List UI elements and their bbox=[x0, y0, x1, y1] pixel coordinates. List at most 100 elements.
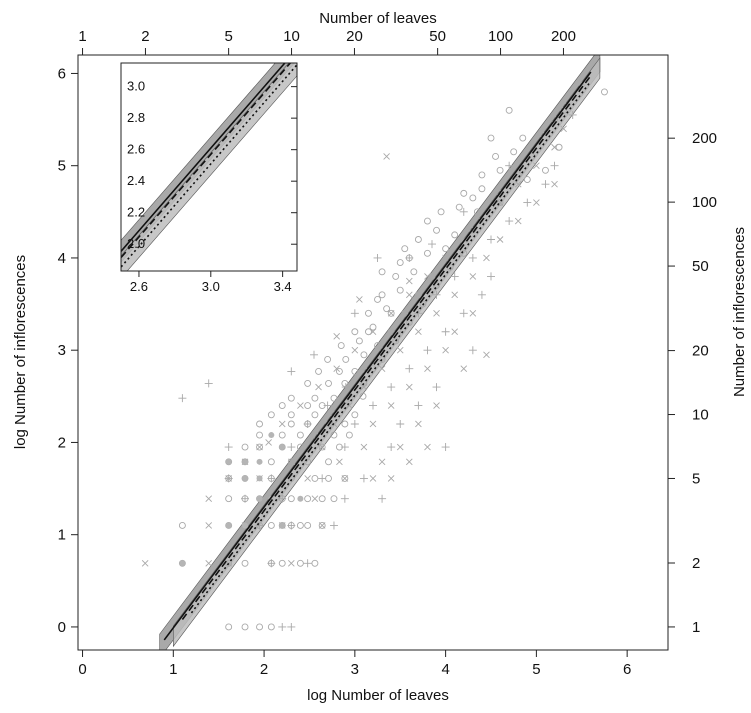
data-point-cross bbox=[141, 559, 149, 567]
inset-y-tick-label: 2.2 bbox=[127, 205, 145, 220]
data-point-circle bbox=[330, 394, 338, 402]
data-point-circle bbox=[324, 355, 332, 363]
data-point-filled bbox=[279, 522, 286, 529]
right-axis-label: Number of inflorescences bbox=[731, 227, 748, 397]
data-point-plus bbox=[287, 443, 296, 452]
data-point-plus bbox=[432, 383, 441, 392]
right-tick-label: 100 bbox=[692, 194, 717, 211]
data-point-cross bbox=[304, 475, 311, 482]
data-point-plus bbox=[341, 383, 350, 392]
data-point-circle bbox=[256, 443, 263, 451]
data-point-cross bbox=[318, 443, 326, 451]
data-point-circle bbox=[351, 367, 359, 375]
axes: 0 1 2 3 4 5 6 0 1 2 3 4 5 6 1 2 5 10 20 50 100 200 1 2 5 10 20 50 10… bbox=[58, 28, 717, 678]
data-point-circle bbox=[345, 431, 353, 439]
x-tick-label: 4 bbox=[441, 661, 449, 678]
data-point-circle bbox=[492, 153, 499, 160]
data-point-circle bbox=[378, 291, 386, 299]
data-point-plus bbox=[287, 622, 296, 631]
data-point-filled bbox=[242, 475, 249, 482]
data-point-cross bbox=[551, 180, 558, 188]
data-point-circle bbox=[505, 106, 513, 114]
data-point-plus bbox=[450, 272, 459, 281]
data-point-circle bbox=[287, 495, 295, 503]
data-point-cross bbox=[560, 125, 567, 133]
data-point-circle bbox=[365, 328, 372, 336]
data-point-circle bbox=[519, 134, 527, 142]
data-point-circle bbox=[419, 300, 427, 308]
data-point-circle bbox=[325, 458, 332, 466]
data-point-cross bbox=[341, 475, 349, 482]
data-point-circle bbox=[396, 259, 404, 267]
data-point-circle bbox=[460, 249, 468, 257]
data-point-circle bbox=[414, 236, 422, 243]
data-point-cross bbox=[469, 273, 477, 280]
data-point-circle bbox=[287, 394, 295, 402]
data-point-cross bbox=[369, 328, 377, 336]
data-point-circle bbox=[341, 420, 349, 428]
right-tick-label: 200 bbox=[692, 130, 717, 147]
data-point-plus bbox=[350, 309, 359, 318]
data-point-circle bbox=[387, 309, 395, 317]
data-point-plus bbox=[487, 235, 495, 244]
data-point-circle bbox=[455, 203, 463, 211]
data-point-circle bbox=[341, 474, 349, 482]
data-point-filled bbox=[297, 495, 304, 502]
data-point-circle bbox=[311, 411, 319, 419]
data-point-circle bbox=[369, 323, 377, 331]
data-point-circle bbox=[451, 231, 459, 239]
inset-axes: 2.6 3.0 3.4 2.0 2.2 2.4 2.6 2.8 3.0 bbox=[127, 79, 297, 294]
x-tick-label: 1 bbox=[169, 661, 177, 678]
solid-fit-line bbox=[163, 71, 592, 641]
data-point-circle bbox=[342, 355, 350, 363]
data-point-cross bbox=[278, 420, 286, 428]
top-axis-label: Number of leaves bbox=[319, 10, 437, 27]
data-point-cross bbox=[225, 559, 232, 567]
data-point-cross bbox=[205, 522, 213, 529]
inset-chart: 2.6 3.0 3.4 2.0 2.2 2.4 2.6 2.8 3.0 bbox=[120, 62, 298, 294]
data-point-circle bbox=[304, 402, 312, 409]
data-point-circle bbox=[330, 431, 338, 439]
y-axis-label: log Number of inflorescences bbox=[12, 255, 29, 449]
top-tick-label: 50 bbox=[429, 28, 446, 45]
data-point-circle bbox=[304, 495, 312, 503]
data-point-plus bbox=[373, 253, 382, 262]
data-point-circle bbox=[341, 379, 349, 387]
data-point-filled bbox=[242, 522, 249, 529]
right-tick-label: 2 bbox=[692, 555, 700, 572]
data-point-plus bbox=[359, 364, 368, 373]
dashed-fit-line bbox=[121, 63, 292, 259]
data-point-circle bbox=[378, 355, 386, 363]
data-point-circle bbox=[278, 431, 286, 439]
data-point-plus bbox=[396, 419, 405, 428]
inset-x-tick-label: 3.0 bbox=[202, 279, 220, 294]
x-tick-label: 2 bbox=[260, 661, 268, 678]
data-point-cross bbox=[387, 309, 395, 317]
data-point-circle bbox=[287, 411, 295, 419]
data-point-plus bbox=[303, 559, 312, 568]
data-point-circle bbox=[437, 208, 445, 216]
data-point-circle bbox=[473, 208, 481, 216]
data-point-cross bbox=[360, 443, 368, 451]
data-point-cross bbox=[383, 153, 390, 160]
data-point-cross bbox=[424, 365, 431, 372]
data-point-circle bbox=[311, 394, 319, 402]
data-point-circle bbox=[311, 559, 319, 567]
data-point-circle bbox=[487, 134, 495, 142]
data-point-plus bbox=[387, 383, 396, 392]
data-point-filled bbox=[256, 475, 263, 482]
data-point-circle bbox=[318, 495, 326, 503]
data-point-circle bbox=[387, 328, 395, 336]
data-point-plus bbox=[568, 110, 577, 119]
data-point-plus bbox=[278, 494, 287, 503]
data-point-cross bbox=[287, 559, 295, 567]
top-tick-label: 100 bbox=[488, 28, 513, 45]
data-point-cross bbox=[415, 328, 422, 336]
data-point-circle bbox=[325, 474, 332, 482]
y-tick-label: 4 bbox=[58, 250, 66, 267]
data-point-plus bbox=[405, 364, 414, 373]
data-point-plus bbox=[405, 253, 414, 262]
inset-frame bbox=[120, 62, 298, 272]
dashed-fit-line bbox=[181, 75, 592, 620]
